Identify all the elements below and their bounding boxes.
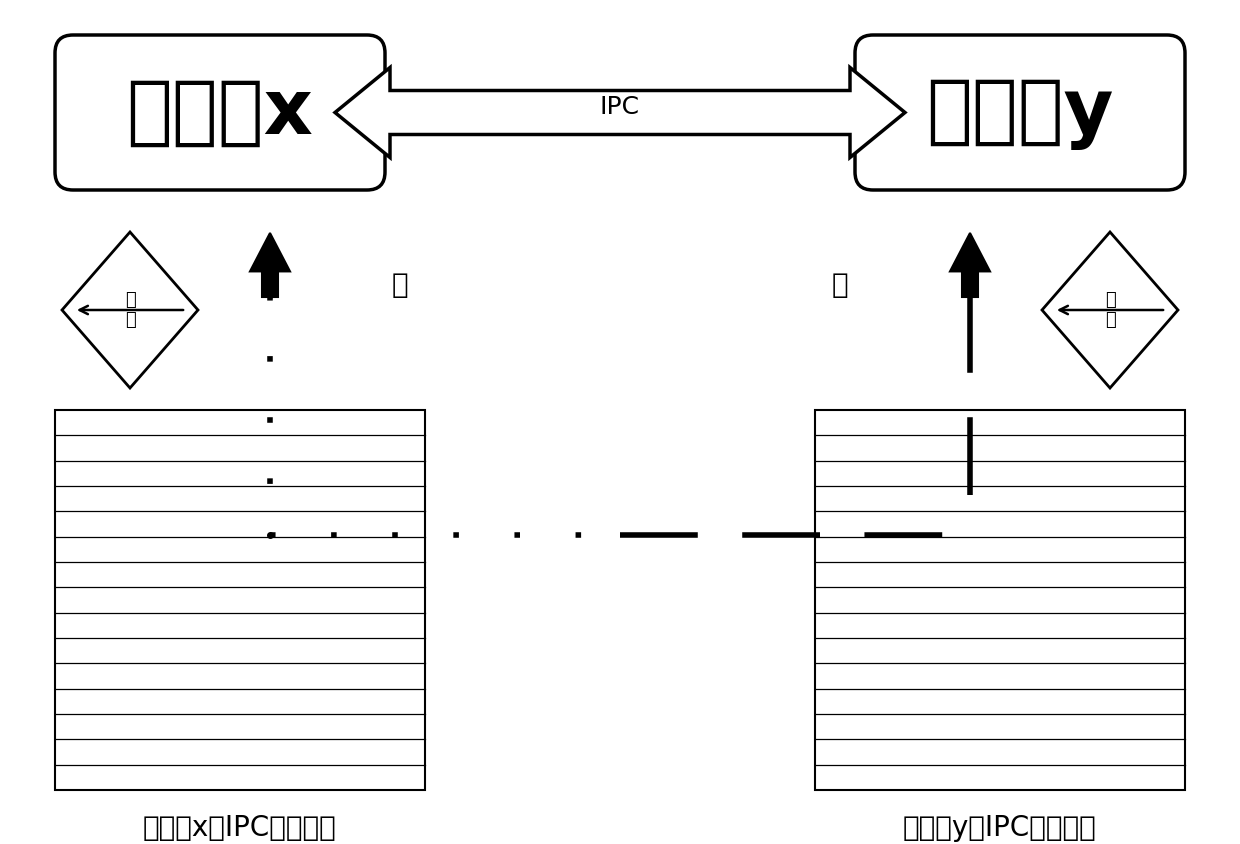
Text: 读: 读 [832, 271, 848, 299]
Polygon shape [1042, 232, 1178, 388]
Polygon shape [950, 233, 990, 297]
Text: 处理器y: 处理器y [926, 75, 1114, 149]
FancyBboxPatch shape [55, 35, 384, 190]
Polygon shape [250, 233, 290, 297]
Text: IPC: IPC [600, 95, 640, 120]
Text: 中
断: 中 断 [1105, 290, 1115, 329]
Text: 中
断: 中 断 [125, 290, 135, 329]
Text: 读: 读 [392, 271, 408, 299]
Polygon shape [335, 68, 905, 158]
FancyBboxPatch shape [856, 35, 1185, 190]
Bar [55, 410, 425, 790]
Text: 处理器y的IPC通讯内存: 处理器y的IPC通讯内存 [903, 814, 1097, 842]
Polygon shape [62, 232, 198, 388]
Text: 处理器x的IPC通讯内存: 处理器x的IPC通讯内存 [143, 814, 337, 842]
Bar [815, 410, 1185, 790]
Text: 处理器x: 处理器x [126, 75, 314, 149]
